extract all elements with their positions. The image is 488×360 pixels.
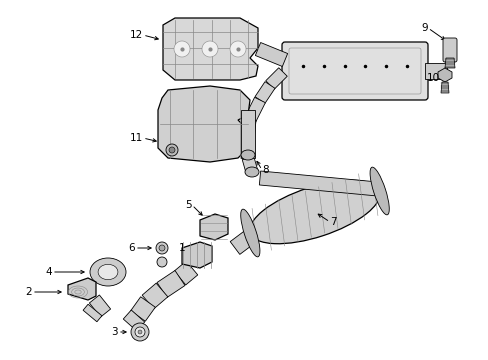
Polygon shape [241, 110, 254, 158]
Polygon shape [242, 156, 257, 174]
FancyBboxPatch shape [282, 42, 427, 100]
Circle shape [157, 257, 167, 267]
Text: 9: 9 [421, 23, 427, 33]
Polygon shape [259, 171, 378, 196]
Polygon shape [440, 82, 448, 93]
Polygon shape [83, 304, 102, 322]
Polygon shape [89, 295, 110, 317]
Circle shape [229, 41, 245, 57]
Ellipse shape [369, 167, 388, 215]
Circle shape [156, 242, 168, 254]
Polygon shape [244, 97, 265, 123]
Polygon shape [437, 68, 451, 82]
Circle shape [135, 327, 145, 337]
Text: 3: 3 [111, 327, 118, 337]
Circle shape [174, 41, 190, 57]
Circle shape [138, 330, 142, 334]
Polygon shape [123, 310, 144, 331]
Polygon shape [200, 214, 227, 240]
Polygon shape [68, 278, 96, 300]
Polygon shape [424, 63, 446, 79]
Text: 8: 8 [262, 165, 268, 175]
Polygon shape [444, 58, 454, 68]
Circle shape [202, 41, 218, 57]
Text: 12: 12 [129, 30, 142, 40]
Text: 1: 1 [178, 243, 184, 253]
Text: 10: 10 [426, 73, 439, 83]
Polygon shape [230, 229, 257, 255]
Polygon shape [174, 261, 197, 285]
Polygon shape [158, 86, 249, 162]
Polygon shape [265, 68, 286, 89]
Text: 5: 5 [185, 200, 192, 210]
Circle shape [165, 144, 178, 156]
Text: 4: 4 [45, 267, 52, 277]
Polygon shape [157, 270, 184, 297]
Text: 6: 6 [128, 243, 135, 253]
Polygon shape [182, 242, 212, 268]
Ellipse shape [249, 180, 379, 244]
Polygon shape [142, 283, 167, 309]
Ellipse shape [241, 150, 254, 160]
Ellipse shape [98, 264, 118, 280]
Circle shape [131, 323, 149, 341]
Ellipse shape [240, 209, 260, 257]
Polygon shape [254, 82, 274, 103]
Circle shape [159, 245, 164, 251]
Polygon shape [255, 42, 287, 67]
Polygon shape [163, 18, 258, 80]
Polygon shape [242, 120, 255, 141]
Text: 7: 7 [329, 217, 336, 227]
Ellipse shape [244, 167, 259, 177]
Polygon shape [130, 297, 155, 321]
Text: 2: 2 [25, 287, 32, 297]
Ellipse shape [90, 258, 126, 286]
Polygon shape [242, 140, 253, 158]
Circle shape [169, 147, 175, 153]
FancyBboxPatch shape [442, 38, 456, 62]
Text: 11: 11 [129, 133, 142, 143]
